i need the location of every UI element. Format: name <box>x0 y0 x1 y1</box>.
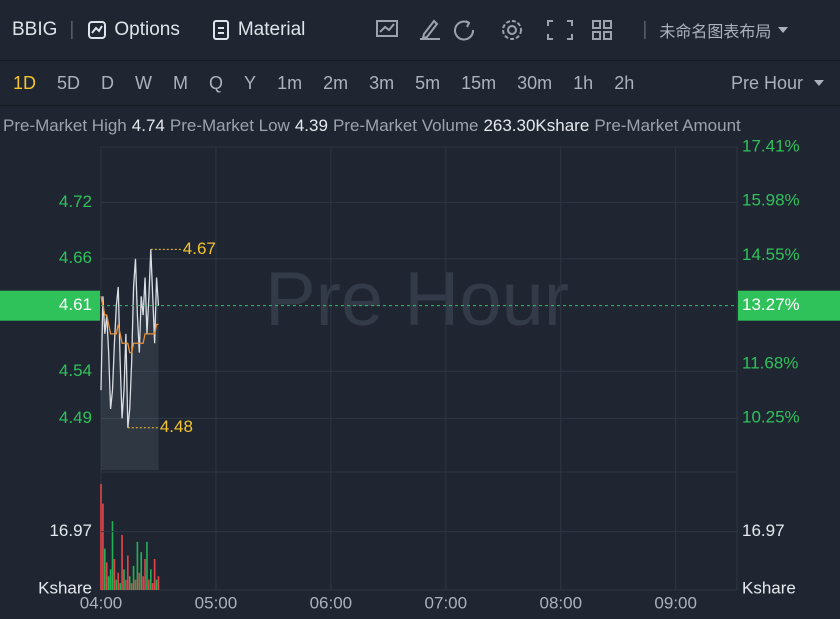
period-button[interactable]: D <box>101 72 115 93</box>
price-line <box>100 249 160 428</box>
tool-icons[interactable] <box>375 18 630 42</box>
y2-tick-label: 17.41% <box>742 136 800 155</box>
options-button[interactable]: Options <box>114 19 180 40</box>
stats-row: Pre-Market High 4.74 Pre-Market Low 4.39 Pre… <box>0 106 840 146</box>
y-tick-label: 4.66 <box>59 248 92 267</box>
period-button[interactable]: 30m <box>517 72 553 93</box>
symbol[interactable]: BBIG <box>12 19 58 40</box>
period-button[interactable]: 2m <box>323 72 349 93</box>
volume-bar <box>128 576 131 590</box>
period-button[interactable]: 5D <box>57 72 81 93</box>
y2-tick-label: 15.98% <box>742 191 800 210</box>
period-button[interactable]: 5m <box>415 72 441 93</box>
last-change-badge <box>738 290 840 321</box>
y2-tick-label: 11.68% <box>742 353 798 372</box>
dropdown-arrow[interactable] <box>777 25 789 35</box>
volume-bar <box>138 572 141 590</box>
volume-bar <box>125 579 127 590</box>
volume-bar <box>123 569 125 590</box>
x-tick-label: 04:00 <box>80 593 123 612</box>
period-bar: 1D 5D D W M Q Y 1m 2m 3m 5m 15m 30m 1h 2h Pre Hour <box>0 61 840 106</box>
volume-bar <box>102 503 104 590</box>
period-button[interactable]: 1h <box>573 72 594 93</box>
last-change-label: 13.27% <box>742 295 800 314</box>
stat-value: 4.39 <box>294 116 328 135</box>
x-tick-label: 09:00 <box>654 593 697 612</box>
material-button[interactable]: Material <box>237 19 306 40</box>
volume-bar <box>113 559 116 590</box>
price-line <box>100 296 159 354</box>
volume-bar <box>142 576 144 590</box>
y-tick-label: 4.72 <box>59 192 92 211</box>
volume-bar <box>151 583 154 590</box>
watermark: Pre Hour <box>265 257 569 342</box>
period-button[interactable]: 2h <box>614 72 635 93</box>
x-tick-label: 08:00 <box>539 593 582 612</box>
x-tick-label: 06:00 <box>310 593 353 612</box>
volume-unit: Kshare <box>38 578 92 597</box>
stat-label: Pre-Market Volume <box>332 116 479 135</box>
session-select[interactable]: Pre Hour <box>731 72 804 93</box>
volume-bar <box>100 483 102 590</box>
y2-tick-label: 14.55% <box>742 245 800 264</box>
y-tick-label: 4.49 <box>59 408 92 427</box>
volume-bar <box>121 534 123 590</box>
volume-bar <box>130 583 133 590</box>
period-button[interactable]: W <box>135 72 153 93</box>
options-icon[interactable] <box>86 19 108 41</box>
period-button[interactable]: 1D <box>13 72 37 93</box>
volume-bar <box>148 579 150 590</box>
volume-bar <box>104 548 106 590</box>
volume-bar <box>127 555 129 590</box>
volume-tick-label: 16.97 <box>49 521 92 540</box>
volume-tick-label-right: 16.97 <box>742 521 785 540</box>
volume-bar <box>155 579 158 590</box>
stat-value: 4.74 <box>131 116 165 135</box>
volume-bar <box>136 541 139 590</box>
volume-bar <box>117 572 120 590</box>
stat-value: 263.30Kshare <box>483 116 590 135</box>
low-label: 4.48 <box>160 417 193 436</box>
period-button[interactable]: Y <box>244 72 257 93</box>
x-tick-label: 05:00 <box>195 593 238 612</box>
plot-frame <box>100 146 738 591</box>
volume-bar <box>115 579 118 590</box>
material-icon[interactable] <box>210 19 232 41</box>
period-button[interactable]: Q <box>209 72 224 93</box>
stat-label: Pre-Market High <box>3 116 127 135</box>
separator: | <box>642 19 648 40</box>
stat-label: Pre-Market Low <box>169 116 290 135</box>
volume-bar <box>146 541 148 590</box>
stat-label: Pre-Market Amount <box>594 116 741 135</box>
last-price-badge <box>0 290 100 321</box>
volume-unit-right: Kshare <box>742 578 796 597</box>
volume-bar <box>157 576 160 590</box>
layout-name[interactable]: 未命名图表布局 <box>659 24 772 41</box>
volume-bar <box>144 559 146 590</box>
high-label: 4.67 <box>183 239 216 258</box>
volume-bar <box>134 579 137 590</box>
separator: | <box>69 19 75 40</box>
last-price-label: 4.61 <box>59 295 92 314</box>
volume-bar <box>107 576 110 590</box>
period-button[interactable]: 15m <box>461 72 497 93</box>
volume-bar <box>119 583 121 590</box>
y2-tick-label: 10.25% <box>742 408 800 427</box>
volume-bar <box>109 569 112 590</box>
volume-bar <box>132 565 135 590</box>
period-button[interactable]: M <box>173 72 189 93</box>
volume-bar <box>150 569 152 590</box>
volume-bar <box>140 552 143 590</box>
y-tick-label: 4.54 <box>59 361 92 380</box>
x-tick-label: 07:00 <box>425 593 468 612</box>
volume-bar <box>153 559 156 590</box>
period-button[interactable]: 1m <box>277 72 303 93</box>
volume-bar <box>111 521 114 590</box>
top-toolbar: BBIG | Options Material | 未命名图表布局 <box>0 0 840 61</box>
period-button[interactable]: 3m <box>369 72 395 93</box>
dropdown-arrow[interactable] <box>813 78 825 88</box>
volume-bar <box>105 562 108 590</box>
